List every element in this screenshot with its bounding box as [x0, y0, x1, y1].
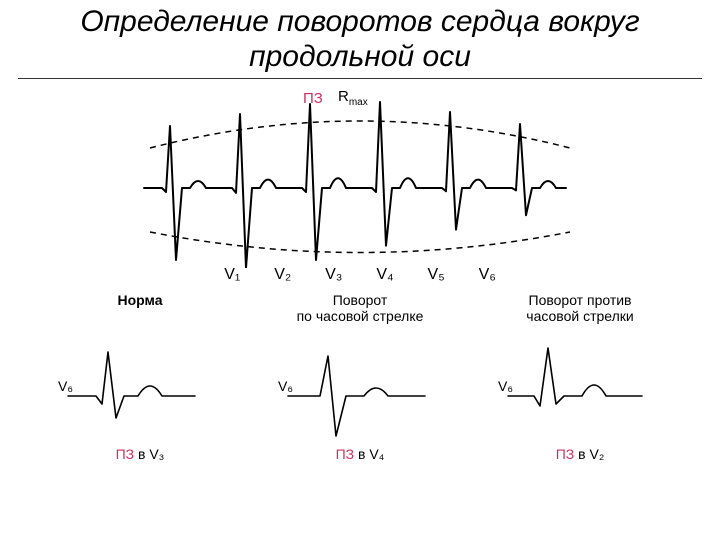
column-norma: Норма V₆ ПЗ в V₃ [50, 292, 230, 462]
pz-text: ПЗ [116, 446, 135, 462]
columns: Норма V₆ ПЗ в V₃ Поворот по часовой стрелке… [0, 292, 720, 462]
ecg-wave [50, 334, 230, 444]
envelope-top [150, 121, 570, 148]
lead-label-v6: V₆ [479, 266, 496, 284]
v6-label: V₆ [58, 378, 73, 394]
lead-label-v4: V₄ [376, 266, 393, 284]
pz-caption: ПЗ в V₄ [270, 446, 450, 462]
wave-wrap: V₆ [490, 334, 670, 444]
ecg-path [288, 356, 425, 436]
v6-label: V₆ [498, 378, 513, 394]
pz-lead-text: в V₂ [574, 446, 604, 462]
pz-text: ПЗ [336, 446, 355, 462]
pz-lead-text: в V₄ [354, 446, 384, 462]
lead-label-v2: V₂ [274, 266, 291, 284]
qrs-complex-3 [284, 104, 356, 260]
column-title: Поворот по часовой стрелке [270, 292, 450, 326]
ecg-path [508, 348, 642, 406]
page-title: Определение поворотов сердца вокруг прод… [18, 5, 702, 79]
column-clockwise: Поворот по часовой стрелке V₆ ПЗ в V₄ [270, 292, 450, 462]
lead-label-v3: V₃ [325, 266, 342, 284]
qrs-complex-5 [424, 112, 496, 230]
ecg-wave [490, 334, 670, 444]
page: Определение поворотов сердца вокруг прод… [0, 0, 720, 540]
pz-text: ПЗ [556, 446, 575, 462]
column-counterclockwise: Поворот против часовой стрелки V₆ ПЗ в V₂ [490, 292, 670, 462]
qrs-complex-6 [494, 124, 566, 215]
ecg-path [68, 352, 195, 418]
lead-label-v5: V₅ [428, 266, 445, 284]
top-ecg-diagram [0, 88, 720, 268]
column-title: Норма [50, 292, 230, 326]
lead-labels-row: V₁ V₂ V₃ V₄ V₅ V₆ [0, 266, 720, 284]
ecg-wave [270, 334, 450, 444]
qrs-complex-2 [214, 114, 286, 268]
v6-label: V₆ [278, 378, 293, 394]
pz-lead-text: в V₃ [134, 446, 164, 462]
column-title: Поворот против часовой стрелки [490, 292, 670, 326]
pz-caption: ПЗ в V₃ [50, 446, 230, 462]
lead-label-v1: V₁ [224, 266, 240, 284]
pz-caption: ПЗ в V₂ [490, 446, 670, 462]
envelope-bottom [150, 232, 570, 253]
wave-wrap: V₆ [50, 334, 230, 444]
wave-wrap: V₆ [270, 334, 450, 444]
